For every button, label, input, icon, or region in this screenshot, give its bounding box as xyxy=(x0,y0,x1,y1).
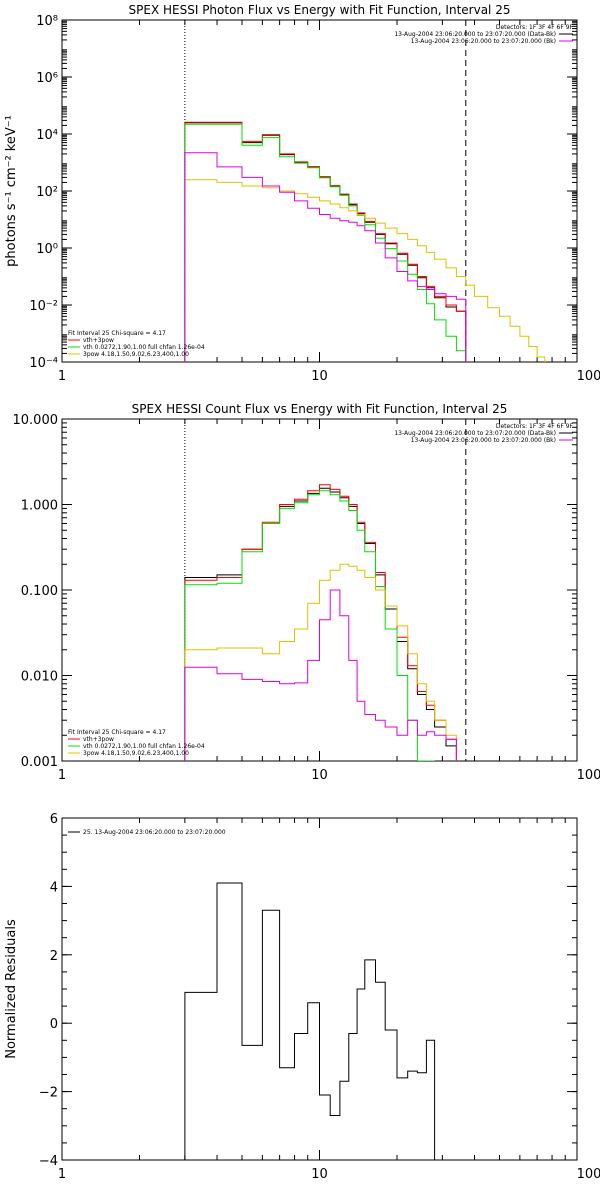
y-tick-label: 1.000 xyxy=(21,499,58,514)
legend-entry: vth+3pow xyxy=(83,337,114,344)
y-tick-label: 0.100 xyxy=(21,584,58,599)
legend-entry: vth+3pow xyxy=(83,736,114,743)
legend-entry: vth 0.0272,1.90,1.00 full chfan 1.26e-04 xyxy=(83,344,205,351)
y-tick-label: 10⁰ xyxy=(36,242,58,257)
x-tick-label: 100 xyxy=(577,768,600,783)
y-tick-label: −2 xyxy=(39,1086,58,1101)
x-tick-label: 100 xyxy=(577,1167,600,1182)
x-tick-label: 1 xyxy=(58,1167,66,1182)
legend-header: Detectors: 1F 3F 4F 6F 9F xyxy=(496,24,574,31)
x-tick-label: 10 xyxy=(311,369,328,384)
legend-entry: 13-Aug-2004 23:06:20.000 to 23:07:20.000… xyxy=(411,38,556,45)
residuals-panel: Normalized Residuals 1 10 100 −4 −2 0 2 4 6 25. 13… xyxy=(4,812,600,1182)
legend-header: Detectors: 1F 3F 4F 6F 9F xyxy=(496,423,574,430)
y-tick-label: 10⁶ xyxy=(36,71,58,86)
chart-title: SPEX HESSI Photon Flux vs Energy with Fi… xyxy=(129,3,511,17)
y-axis-label: photons s⁻¹ cm⁻² keV⁻¹ xyxy=(4,115,19,267)
x-tick-label: 10 xyxy=(311,1167,328,1182)
data-layer xyxy=(184,882,436,1160)
x-tick-label: 1 xyxy=(58,369,66,384)
data-series xyxy=(184,589,457,761)
data-series xyxy=(184,152,467,362)
legend-entry: 13-Aug-2004 23:06:20.000 to 23:07:20.000… xyxy=(394,31,556,38)
fit-legend-header: Fit Interval 25 Chi-square = 4.17 xyxy=(68,330,166,337)
data-series xyxy=(184,882,436,1160)
x-tick-label: 10 xyxy=(311,768,328,783)
data-series xyxy=(184,123,467,362)
data-series xyxy=(184,179,546,362)
y-tick-label: 10⁻⁴ xyxy=(29,356,58,371)
photon-flux-panel: SPEX HESSI Photon Flux vs Energy with Fi… xyxy=(4,3,600,384)
y-tick-label: 10.000 xyxy=(13,413,59,428)
y-tick-label: 4 xyxy=(50,880,58,895)
legend-entry: 3pow 4.18,1.50,9.02,6.23,400,1.00 xyxy=(83,750,189,757)
count-flux-panel: SPEX HESSI Count Flux vs Energy with Fit… xyxy=(13,402,600,783)
y-tick-label: 2 xyxy=(50,949,58,964)
y-tick-label: −4 xyxy=(39,1154,58,1169)
x-tick-label: 1 xyxy=(58,768,66,783)
data-layer xyxy=(184,20,546,362)
legend-entry: 13-Aug-2004 23:06:20.000 to 23:07:20.000… xyxy=(411,437,556,444)
legend-entry: vth 0.0272,1.90,1.00 full chfan 1.26e-04 xyxy=(83,743,205,750)
legend-entry: 25. 13-Aug-2004 23:06:20.000 to 23:07:20… xyxy=(83,829,226,836)
legend-entry: 13-Aug-2004 23:06:20.000 to 23:07:20.000… xyxy=(394,430,556,437)
y-tick-label: 10⁴ xyxy=(36,128,58,143)
y-tick-label: 6 xyxy=(50,812,58,827)
y-tick-label: 0.001 xyxy=(21,755,58,770)
fit-legend-header: Fit Interval 25 Chi-square = 4.17 xyxy=(68,729,166,736)
y-tick-label: 10² xyxy=(36,185,58,200)
y-tick-label: 10⁸ xyxy=(36,14,58,29)
data-series xyxy=(184,563,457,761)
chart-title: SPEX HESSI Count Flux vs Energy with Fit… xyxy=(132,402,508,416)
data-series xyxy=(184,484,457,761)
data-series xyxy=(184,121,467,362)
data-series xyxy=(184,122,467,362)
legend-entry: 3pow 4.18,1.50,9.02,6.23,400,1.00 xyxy=(83,351,189,358)
y-tick-label: 0.010 xyxy=(21,670,58,685)
y-tick-label: 10⁻² xyxy=(29,299,58,314)
data-layer xyxy=(184,419,467,761)
y-axis-label: Normalized Residuals xyxy=(4,919,19,1059)
y-tick-label: 0 xyxy=(50,1017,58,1032)
plot-frame xyxy=(61,817,578,1161)
data-series xyxy=(184,490,435,761)
x-tick-label: 100 xyxy=(577,369,600,384)
